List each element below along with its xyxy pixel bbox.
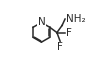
Text: F: F (57, 42, 63, 52)
Text: NH₂: NH₂ (66, 14, 86, 24)
Text: N: N (38, 17, 45, 27)
Text: F: F (66, 28, 72, 38)
